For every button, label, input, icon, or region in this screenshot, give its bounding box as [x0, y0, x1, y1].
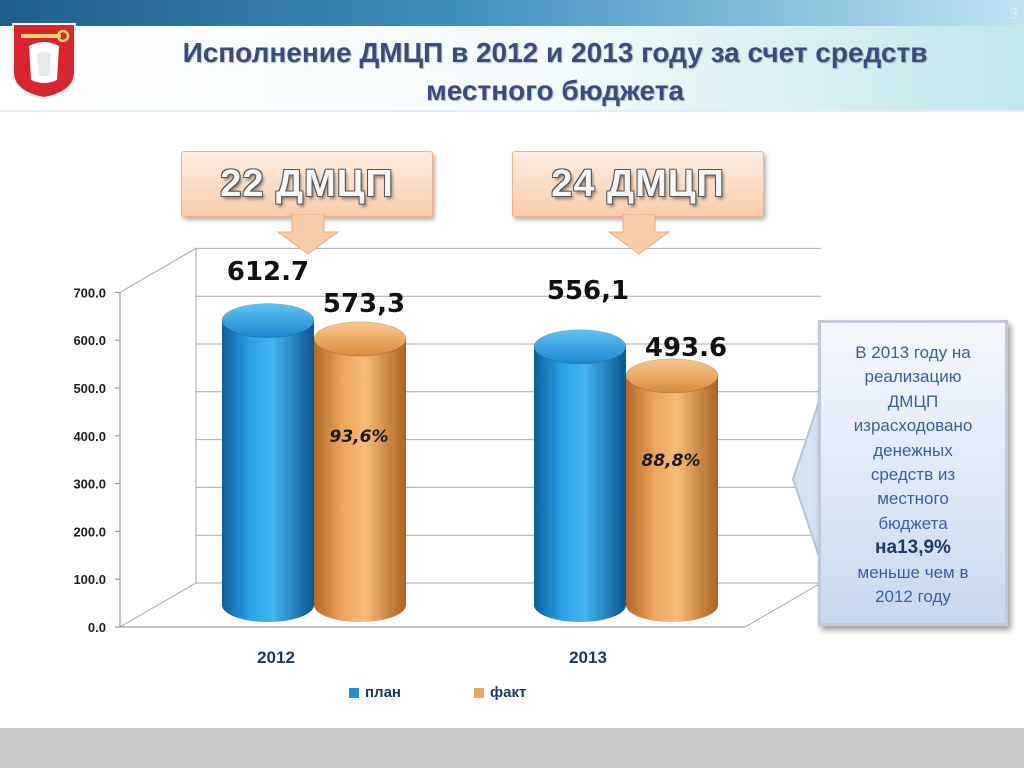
value-label: 612.7: [227, 257, 309, 287]
bar-top: [625, 358, 719, 394]
y-tick-label: 600.0: [73, 333, 106, 348]
legend-label-plan: план: [365, 684, 401, 701]
bars: [221, 303, 719, 622]
y-tick-label: 300.0: [73, 477, 106, 492]
data-labels: 612.7 573,3 93,6% 556,1 493.6 88,8%: [227, 257, 727, 471]
info-line: денежных: [873, 440, 953, 460]
y-tick-label: 400.0: [73, 429, 106, 444]
info-line: В 2013 году на: [855, 343, 971, 362]
percent-label: 88,8%: [642, 451, 701, 471]
value-label: 493.6: [645, 333, 727, 363]
value-label: 556,1: [547, 276, 629, 306]
info-line: ДМЦП: [887, 391, 939, 411]
title-line-1: Исполнение ДМЦП в 2012 и 2013 году за сч…: [182, 37, 928, 68]
info-line: 2012 году: [875, 587, 951, 607]
bar-body: [534, 346, 626, 622]
title-line-2: местного бюджета: [426, 75, 684, 106]
legend-swatch-fact: [474, 687, 484, 698]
info-line: меньше чем в: [857, 562, 969, 582]
callout-2013-label: 24 ДМЦП: [551, 162, 725, 205]
info-highlight: на13,9%: [875, 537, 951, 559]
y-tick-label: 500.0: [73, 381, 106, 396]
bar-body: [314, 338, 406, 622]
footer-bar: [0, 728, 1024, 768]
percent-label: 93,6%: [330, 427, 389, 447]
legend-item-plan: план: [349, 684, 401, 701]
info-line: средств из: [870, 465, 956, 485]
callout-2013: 24 ДМЦП: [512, 151, 764, 217]
value-label: 573,3: [323, 289, 405, 319]
x-tick-labels: 2012 2013: [257, 648, 607, 667]
side-wall: [119, 247, 197, 628]
x-tick-label: 2013: [569, 648, 607, 667]
bar-план-2013: [533, 329, 627, 622]
bar-план-2012: [221, 303, 315, 622]
gridline: [119, 247, 821, 293]
info-line: израсходовано: [853, 416, 973, 436]
top-bar: [0, 0, 1024, 26]
bar-top: [533, 329, 627, 365]
arrow-down-icon: [276, 214, 340, 255]
legend-item-fact: факт: [474, 684, 526, 701]
callout-2012: 22 ДМЦП: [181, 151, 433, 217]
bar-top: [221, 303, 315, 339]
legend-label-fact: факт: [490, 684, 527, 701]
legend-swatch-plan: [349, 687, 359, 698]
info-box: В 2013 году на реализацию ДМЦП израсходо…: [818, 320, 1008, 626]
y-tick-label: 100.0: [73, 572, 106, 587]
info-line: местного: [877, 489, 949, 509]
arrow-down-icon: [607, 214, 671, 255]
info-line: реализацию: [864, 367, 962, 387]
bar-body: [222, 320, 314, 622]
x-tick-label: 2012: [257, 648, 295, 667]
y-tick-label: 200.0: [73, 524, 106, 539]
bar-факт-2013: [625, 358, 719, 622]
y-tick-label: 0.0: [88, 620, 106, 635]
y-tick-label: 700.0: [73, 285, 106, 300]
city-coat-of-arms-icon: [12, 23, 76, 100]
bar-факт-2012: [313, 321, 407, 622]
slide-number: 3: [1008, 4, 1018, 23]
info-line: бюджета: [878, 513, 948, 533]
header-band: [0, 26, 1024, 112]
slide-title: Исполнение ДМЦП в 2012 и 2013 году за сч…: [90, 34, 1020, 110]
bar-body: [626, 375, 718, 622]
bar-top: [313, 321, 407, 357]
header-divider: [0, 110, 1024, 112]
y-tick-labels: 0.0 100.0 200.0 300.0 400.0 500.0 600.0 700.0: [73, 285, 106, 635]
callout-2012-label: 22 ДМЦП: [220, 162, 394, 205]
